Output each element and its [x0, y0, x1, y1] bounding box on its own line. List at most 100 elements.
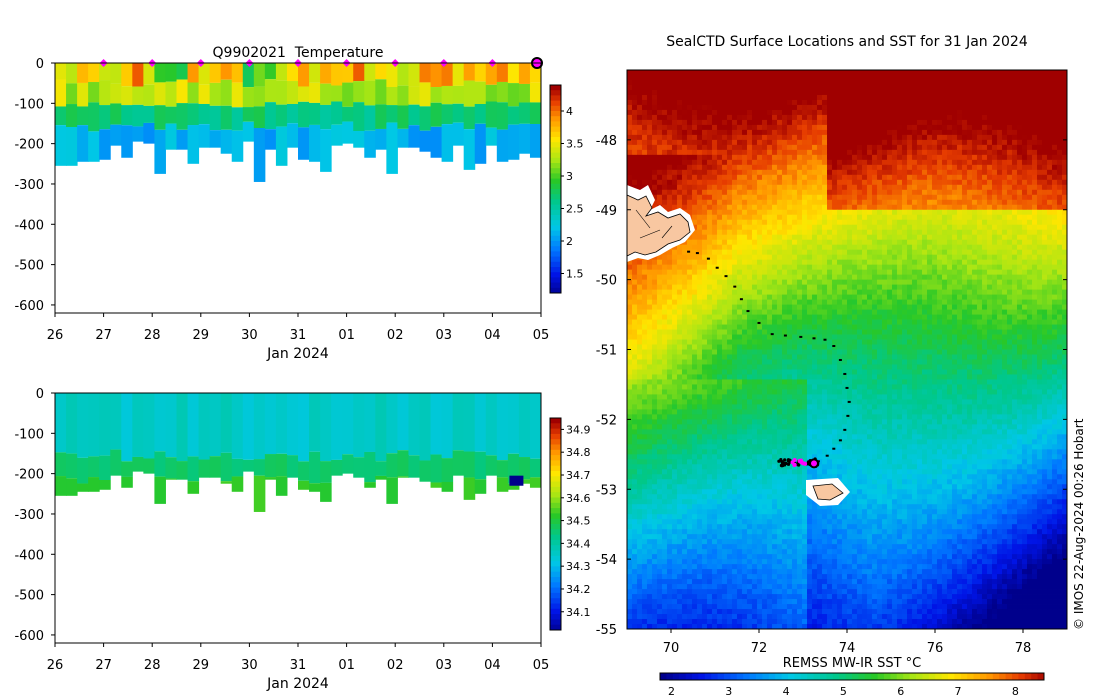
sst-cell	[922, 184, 928, 191]
sst-cell	[992, 174, 998, 181]
sst-cell	[1062, 294, 1067, 300]
sst-cell	[952, 174, 958, 181]
sst-cell	[972, 209, 978, 216]
sst-cell	[937, 214, 943, 221]
sst-cell	[697, 70, 703, 76]
sst-cell	[752, 144, 758, 151]
sst-cell	[992, 284, 998, 291]
sst-cell	[912, 274, 918, 281]
sst-cell	[1017, 149, 1023, 156]
sst-cell	[1002, 189, 1008, 196]
colorbar-segment	[550, 592, 561, 599]
sst-cell	[1007, 179, 1013, 186]
sst-cell	[907, 234, 913, 241]
sst-cell	[722, 194, 728, 201]
sst-cell	[747, 129, 753, 136]
sst-cell	[647, 149, 653, 156]
sst-cell	[817, 139, 823, 146]
sst-cell	[1012, 124, 1018, 131]
sst-cell	[817, 99, 823, 106]
sst-cell	[877, 224, 883, 231]
sst-cell	[752, 274, 758, 281]
salinity-cell	[121, 393, 133, 462]
sst-cell	[632, 144, 638, 151]
sst-cell	[682, 199, 688, 206]
sst-cell	[642, 304, 648, 310]
sst-cell	[962, 184, 968, 191]
sst-cell	[952, 194, 958, 201]
sst-cell	[932, 94, 938, 101]
sst-cell	[982, 84, 988, 91]
sst-cell	[1017, 239, 1023, 246]
sst-cell	[1002, 289, 1008, 295]
sst-cell	[892, 279, 898, 286]
sst-cell	[937, 164, 943, 171]
sst-cell	[657, 114, 663, 121]
sst-cell	[967, 239, 973, 246]
sst-cell	[637, 324, 643, 330]
sst-cell	[842, 299, 848, 305]
sst-cell	[897, 124, 903, 131]
sst-cell	[837, 209, 843, 216]
sst-cell	[842, 259, 848, 266]
sst-cell	[707, 199, 713, 206]
sst-cell	[882, 184, 888, 191]
sst-cell	[897, 179, 903, 186]
sst-cell	[637, 124, 643, 131]
sst-cell	[847, 194, 853, 201]
sst-cell	[962, 74, 968, 81]
sst-cell	[772, 89, 778, 96]
y-tick-label: -500	[14, 259, 44, 274]
sst-cell	[737, 214, 743, 221]
sst-cell	[672, 89, 678, 96]
sst-cell	[807, 159, 813, 166]
sst-cell	[627, 179, 633, 186]
sst-cell	[922, 194, 928, 201]
sst-cell	[877, 289, 883, 295]
sst-cell	[627, 154, 633, 161]
sst-cell	[877, 304, 883, 310]
sst-cell	[967, 229, 973, 236]
sst-cell	[777, 109, 783, 116]
sst-cell	[1057, 70, 1063, 76]
sst-cell	[662, 294, 668, 300]
sst-cell	[1062, 259, 1067, 266]
sst-cell	[972, 229, 978, 236]
sst-cell	[632, 274, 638, 281]
sst-cell	[932, 204, 938, 211]
sst-cell	[842, 164, 848, 171]
sst-cell	[802, 74, 808, 81]
sst-cell	[842, 74, 848, 81]
sst-cell	[787, 304, 793, 310]
sst-cell	[892, 229, 898, 236]
sst-cell	[1027, 174, 1033, 181]
sst-cell	[792, 139, 798, 146]
sst-cell	[997, 139, 1003, 146]
sst-cell	[822, 189, 828, 196]
sst-cell	[672, 249, 678, 256]
sst-cell	[827, 199, 833, 206]
sst-cell	[977, 144, 983, 151]
sst-cell	[957, 289, 963, 295]
sst-cell	[987, 214, 993, 221]
sst-cell	[922, 274, 928, 281]
sst-cell	[652, 169, 658, 176]
sst-cell	[877, 319, 883, 325]
salinity-cell	[165, 478, 177, 480]
sst-cell	[987, 124, 993, 131]
sst-cell	[982, 184, 988, 191]
temperature-cell	[154, 105, 166, 130]
sst-cell	[657, 149, 663, 156]
sst-cell	[962, 284, 968, 291]
sst-cell	[852, 239, 858, 246]
sst-cell	[867, 214, 873, 221]
sst-cell	[987, 174, 993, 181]
sst-cell	[982, 79, 988, 86]
sst-cell	[767, 269, 773, 276]
sst-cell	[942, 194, 948, 201]
sst-cell	[747, 184, 753, 191]
sst-cell	[982, 204, 988, 211]
sst-cell	[912, 314, 918, 320]
sst-cell	[817, 304, 823, 310]
sst-cell	[862, 274, 868, 281]
